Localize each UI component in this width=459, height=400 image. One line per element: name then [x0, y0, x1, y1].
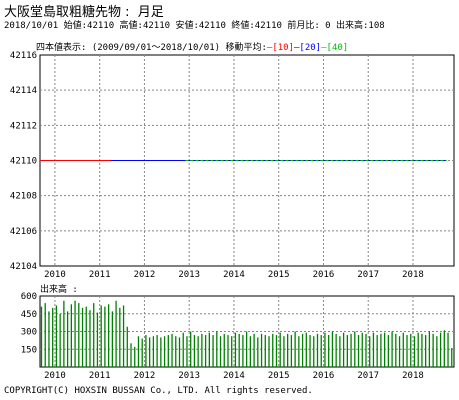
chart-legend: 四本値表示: (2009/09/01～2018/10/01) 移動平均:—[10… — [36, 40, 348, 53]
price-x-tick-label: 2010 — [44, 270, 66, 280]
price-x-tick-label: 2018 — [402, 270, 424, 280]
volume-x-tick-label: 2013 — [178, 371, 200, 381]
price-x-tick-label: 2017 — [357, 270, 379, 280]
price-y-tick-label: 42110 — [10, 157, 37, 167]
price-y-ticks: 42116 42114 42112 42110 42108 42106 42104 — [10, 51, 37, 272]
price-x-tick-label: 2016 — [313, 270, 335, 280]
legend-ma20: [20] — [299, 43, 322, 53]
volume-title: 出来高 : — [40, 283, 78, 295]
legend-ma10: [10] — [272, 43, 294, 53]
legend-ma10-dash: — — [266, 43, 273, 53]
volume-y-tick-label: 450 — [21, 310, 37, 320]
volume-x-tick-label: 2018 — [402, 371, 424, 381]
price-y-tick-label: 42104 — [10, 262, 37, 272]
copyright: COPYRIGHT(C) HOXSIN BUSSAN Co., LTD. All… — [4, 386, 313, 396]
volume-bars — [40, 300, 453, 367]
volume-x-tick-label: 2014 — [223, 371, 245, 381]
price-x-tick-label: 2011 — [89, 270, 111, 280]
price-x-ticks: 2010 2011 2012 2013 2014 2015 2016 2017 2018 — [44, 270, 424, 280]
volume-x-tick-label: 2012 — [134, 371, 156, 381]
price-y-tick-label: 42106 — [10, 227, 37, 237]
price-x-tick-label: 2014 — [223, 270, 245, 280]
price-y-tick-label: 42108 — [10, 192, 37, 202]
price-x-tick-label: 2013 — [178, 270, 200, 280]
volume-y-tick-label: 150 — [21, 345, 37, 355]
volume-x-tick-label: 2017 — [357, 371, 379, 381]
volume-y-tick-label: 300 — [21, 328, 37, 338]
volume-x-ticks: 2010 2011 2012 2013 2014 2015 2016 2017 2018 — [44, 371, 424, 381]
volume-x-tick-label: 2010 — [44, 371, 66, 381]
price-x-tick-label: 2015 — [268, 270, 290, 280]
volume-y-ticks: 600 450 300 150 — [21, 292, 37, 355]
price-y-tick-label: 42116 — [10, 51, 37, 61]
legend-prefix: 四本値表示: (2009/09/01～2018/10/01) 移動平均: — [36, 43, 267, 53]
price-x-tick-label: 2012 — [134, 270, 156, 280]
legend-ma40-dash: — — [321, 43, 327, 53]
volume-x-tick-label: 2016 — [313, 371, 335, 381]
legend-ma20-dash: — — [294, 43, 300, 53]
volume-x-tick-label: 2015 — [268, 371, 290, 381]
volume-y-tick-label: 600 — [21, 292, 37, 302]
volume-x-tick-label: 2011 — [89, 371, 111, 381]
page-title: 大阪堂島取粗糖先物 : 月足 — [4, 5, 164, 20]
price-y-tick-label: 42114 — [10, 86, 37, 96]
ohlc-summary: 2018/10/01 始値:42110 高値:42110 安値:42110 終値… — [4, 21, 385, 31]
legend-ma40: [40] — [326, 43, 349, 53]
price-y-tick-label: 42112 — [10, 121, 37, 131]
